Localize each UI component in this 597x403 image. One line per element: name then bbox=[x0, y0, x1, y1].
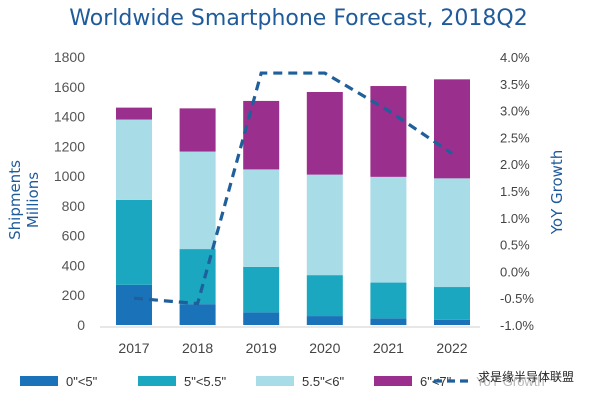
bar-segment bbox=[116, 284, 152, 325]
bar-segment bbox=[370, 282, 407, 319]
y-tick-label: 600 bbox=[62, 228, 86, 244]
legend-label: 0"<5" bbox=[66, 374, 98, 389]
legend-swatch bbox=[374, 376, 412, 386]
bar-segment bbox=[306, 91, 343, 175]
bar-segment bbox=[370, 318, 407, 325]
legend: 0"<5"5"<5.5"5.5"<6"6"<7"YoY Growth bbox=[20, 374, 545, 389]
bar-segment bbox=[116, 107, 152, 120]
x-tick-label: 2020 bbox=[309, 340, 340, 356]
x-tick-label: 2018 bbox=[182, 340, 213, 356]
bar-segment bbox=[306, 275, 343, 317]
bar-segment bbox=[116, 199, 152, 285]
y-tick-label: 1600 bbox=[54, 79, 85, 95]
bar-segment bbox=[306, 174, 343, 276]
y-tick-label: 1800 bbox=[54, 49, 85, 65]
bar-segment bbox=[243, 169, 280, 267]
y-tick-label: 1000 bbox=[54, 168, 85, 184]
x-tick-label: 2017 bbox=[118, 340, 149, 356]
bar-segment bbox=[179, 151, 216, 250]
legend-swatch bbox=[20, 376, 58, 386]
yoy-growth-line bbox=[133, 71, 453, 306]
y2-tick-label: 0.0% bbox=[500, 264, 530, 279]
y-axis-label-line2: Millions bbox=[24, 172, 42, 228]
yoy-line-group bbox=[133, 71, 453, 306]
x-tick-label: 2021 bbox=[373, 340, 404, 356]
y2-axis-label: YoY Growth bbox=[548, 150, 566, 236]
y2-tick-label: 3.5% bbox=[500, 77, 530, 92]
y-tick-label: 0 bbox=[77, 317, 85, 333]
y-tick-label: 1400 bbox=[54, 109, 85, 125]
bar-segment bbox=[116, 119, 152, 200]
legend-label: 5.5"<6" bbox=[302, 374, 345, 389]
x-axis-ticks: 2017 2018 2019 2020 2021 2022 bbox=[118, 340, 467, 356]
y2-tick-label: 2.5% bbox=[500, 130, 530, 145]
y2-tick-label: 2.0% bbox=[500, 157, 530, 172]
y2-tick-label: 1.5% bbox=[500, 184, 530, 199]
y-tick-label: 200 bbox=[62, 287, 86, 303]
bars-group bbox=[116, 79, 470, 325]
legend-label: YoY Growth bbox=[476, 374, 545, 389]
y-tick-label: 400 bbox=[62, 257, 86, 273]
y-tick-label: 1200 bbox=[54, 138, 85, 154]
bar-segment bbox=[434, 79, 470, 179]
chart-title: Worldwide Smartphone Forecast, 2018Q2 bbox=[69, 6, 528, 31]
bar-segment bbox=[306, 316, 343, 325]
bar-segment bbox=[243, 266, 280, 313]
bar-segment bbox=[434, 319, 470, 325]
y2-tick-label: 1.0% bbox=[500, 211, 530, 226]
legend-swatch bbox=[138, 376, 176, 386]
y2-tick-label: 0.5% bbox=[500, 238, 530, 253]
x-tick-label: 2022 bbox=[436, 340, 467, 356]
y2-tick-label: 4.0% bbox=[500, 50, 530, 65]
y2-axis-ticks: -1.0% -0.5% 0.0% 0.5% 1.0% 1.5% 2.0% 2.5% 3.0% 3.… bbox=[500, 50, 534, 333]
bar-segment bbox=[434, 287, 470, 320]
watermark-text: 求是缘半导体联盟 bbox=[478, 370, 574, 384]
y-axis-ticks: 0 200 400 600 800 1000 1200 1400 1600 1800 bbox=[54, 49, 85, 333]
x-tick-label: 2019 bbox=[246, 340, 277, 356]
bar-segment bbox=[370, 86, 407, 177]
y2-tick-label: 3.0% bbox=[500, 104, 530, 119]
y-axis-label-line1: Shipments bbox=[6, 160, 24, 240]
y2-tick-label: -1.0% bbox=[500, 318, 534, 333]
bar-segment bbox=[243, 312, 280, 325]
legend-label: 5"<5.5" bbox=[184, 374, 227, 389]
y-axis-label: Shipments Millions bbox=[6, 160, 42, 240]
y2-tick-label: -0.5% bbox=[500, 291, 534, 306]
legend-swatch bbox=[256, 376, 294, 386]
bar-segment bbox=[434, 178, 470, 288]
bar-segment bbox=[179, 304, 216, 325]
bar-segment bbox=[243, 100, 280, 170]
bar-segment bbox=[370, 176, 407, 283]
bar-segment bbox=[179, 108, 216, 152]
y-tick-label: 800 bbox=[62, 198, 86, 214]
